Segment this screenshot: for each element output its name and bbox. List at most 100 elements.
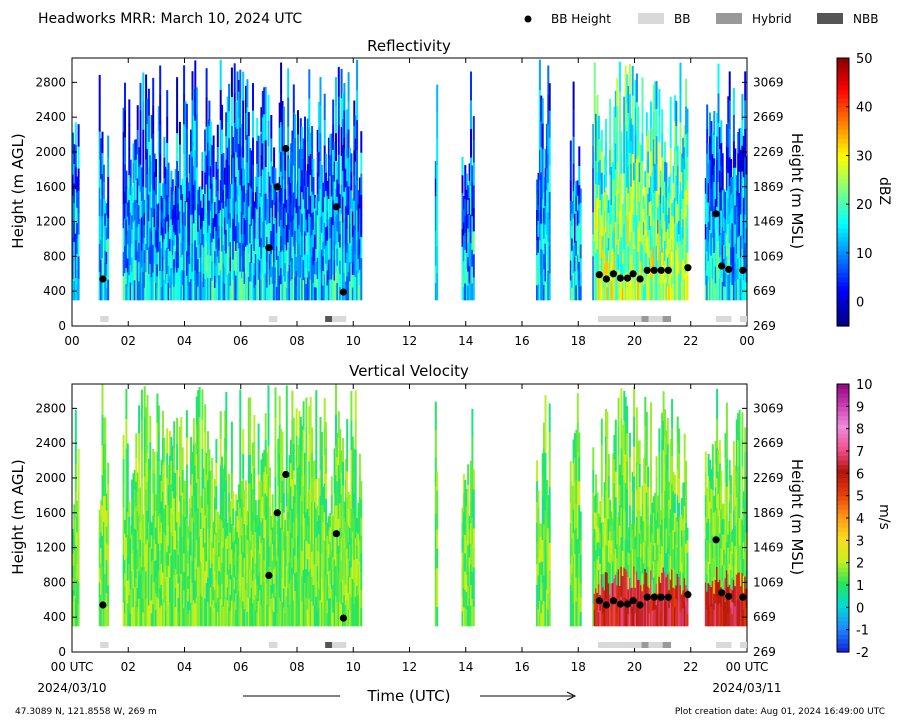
field-cell: [737, 216, 740, 238]
field-cell: [76, 269, 79, 285]
field-cell: [669, 96, 672, 123]
field-cell: [602, 209, 605, 223]
field-cell: [266, 560, 269, 583]
field-cell: [641, 555, 644, 574]
field-cell: [221, 153, 224, 179]
field-cell: [239, 596, 242, 627]
field-cell: [287, 155, 290, 185]
field-cell: [541, 539, 544, 562]
field-cell: [267, 535, 270, 567]
field-cell: [173, 421, 176, 448]
field-cell: [657, 233, 659, 247]
field-cell: [572, 579, 575, 603]
field-cell: [164, 535, 167, 551]
field-cell: [353, 175, 356, 201]
field-cell: [185, 201, 188, 227]
field-cell: [280, 92, 283, 123]
field-cell: [142, 186, 145, 215]
field-cell: [472, 162, 475, 186]
field-cell: [299, 231, 302, 255]
field-cell: [170, 555, 173, 579]
field-cell: [654, 108, 657, 137]
field-cell: [543, 549, 546, 576]
field-cell: [572, 272, 575, 301]
field-cell: [329, 237, 332, 259]
field-cell: [543, 222, 546, 239]
vertical-velocity-title: Vertical Velocity: [349, 362, 469, 380]
field-cell: [614, 143, 617, 170]
field-cell: [256, 140, 259, 164]
field-cell: [662, 247, 665, 266]
field-cell: [607, 540, 610, 562]
field-cell: [247, 159, 250, 183]
field-cell: [337, 491, 340, 519]
field-cell: [257, 217, 260, 239]
field-cell: [191, 539, 194, 562]
field-cell: [609, 224, 612, 251]
field-cell: [221, 251, 224, 276]
field-cell: [163, 531, 166, 556]
field-cell: [685, 502, 688, 524]
field-cell: [327, 218, 330, 240]
field-cell: [610, 280, 613, 301]
field-cell: [280, 171, 283, 188]
field-cell: [229, 547, 232, 564]
field-cell: [330, 196, 333, 218]
field-cell: [150, 161, 153, 185]
field-cell: [212, 612, 215, 627]
field-cell: [247, 276, 250, 301]
field-cell: [579, 611, 582, 627]
field-cell: [298, 262, 301, 282]
field-cell: [642, 260, 645, 275]
field-cell: [678, 247, 681, 261]
field-cell: [740, 149, 742, 172]
field-cell: [273, 569, 276, 584]
colorbar-segment: [837, 223, 849, 229]
field-cell: [343, 83, 346, 111]
field-cell: [304, 539, 306, 562]
field-cell: [152, 105, 155, 134]
field-cell: [610, 223, 613, 244]
field-cell: [222, 281, 225, 301]
field-cell: [710, 121, 713, 144]
field-cell: [434, 429, 437, 458]
field-cell: [164, 233, 167, 251]
field-cell: [599, 159, 602, 180]
field-cell: [599, 259, 602, 281]
field-cell: [602, 535, 605, 549]
field-cell: [607, 454, 610, 476]
field-cell: [294, 183, 297, 208]
field-cell: [163, 437, 166, 462]
field-cell: [150, 587, 153, 601]
field-cell: [709, 206, 711, 230]
field-cell: [628, 505, 631, 530]
field-cell: [275, 560, 278, 574]
field-cell: [462, 235, 465, 249]
field-cell: [654, 136, 657, 164]
field-cell: [74, 544, 77, 573]
field-cell: [225, 229, 228, 254]
field-cell: [637, 579, 640, 604]
field-cell: [257, 550, 260, 576]
field-cell: [245, 480, 247, 499]
field-cell: [536, 522, 539, 544]
field-cell: [246, 189, 249, 218]
field-cell: [178, 255, 181, 279]
field-cell: [343, 563, 346, 580]
field-cell: [167, 464, 170, 486]
field-cell: [727, 223, 730, 250]
field-cell: [538, 587, 541, 601]
field-cell: [232, 491, 235, 509]
field-cell: [340, 271, 343, 301]
field-cell: [638, 162, 641, 183]
field-cell: [609, 578, 612, 595]
field-cell: [254, 207, 257, 224]
field-cell: [633, 162, 636, 181]
field-cell: [198, 215, 201, 230]
field-cell: [306, 525, 309, 543]
field-cell: [105, 251, 108, 264]
field-cell: [666, 271, 669, 287]
field-cell: [650, 430, 652, 459]
field-cell: [319, 573, 322, 601]
field-cell: [129, 229, 132, 248]
